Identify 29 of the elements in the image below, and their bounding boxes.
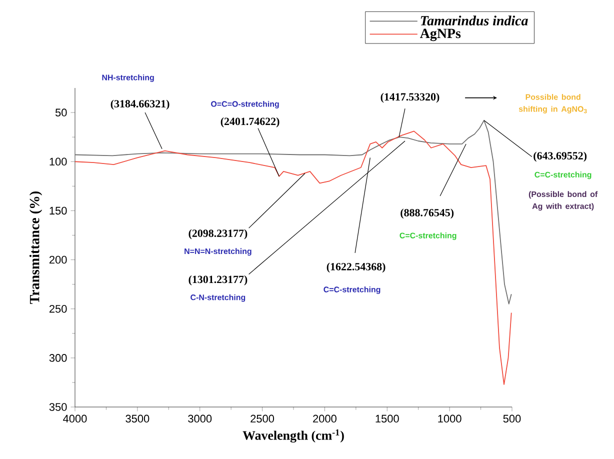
x-tick-label: 3000 [188, 414, 212, 423]
annotation: (3184.66321) [110, 100, 170, 110]
x-tick-label: 2000 [313, 414, 336, 423]
x-tick-label: 4000 [63, 414, 87, 423]
line-series [74, 120, 512, 304]
x-tick-label: 1500 [376, 414, 399, 423]
annotation: (1622.54368) [326, 262, 386, 273]
annotation: (1417.53320) [380, 92, 440, 103]
line-series [74, 130, 512, 385]
x-tick-label: 3500 [126, 414, 150, 423]
annotation: (888.76545) [400, 208, 454, 219]
x-axis-title: Wavelength (cm$^{-1}$) [242, 429, 344, 443]
annotation: (1301.23177) [188, 275, 248, 286]
annotation: (643.69552) [534, 152, 587, 162]
y-tick-label: 250 [49, 304, 67, 313]
x-tick-label: 1000 [438, 414, 462, 423]
y-tick-label: 150 [50, 206, 67, 215]
legend-label: AgNPs [420, 28, 461, 42]
annotation: (2401.74622) [220, 117, 280, 128]
y-tick-label: 200 [49, 256, 67, 264]
y-tick-label: 300 [49, 354, 67, 362]
annotation: (2098.23177) [188, 229, 248, 240]
y-tick-label: 50 [55, 108, 67, 116]
legend-label: Tamarindus indica [420, 16, 528, 26]
y-axis-title: Transmittance (%) [29, 192, 42, 304]
x-tick-label: 500 [503, 414, 521, 423]
y-tick-label: 100 [50, 158, 67, 166]
x-tick-label: 2500 [250, 414, 274, 423]
y-tick-label: 350 [49, 403, 67, 411]
